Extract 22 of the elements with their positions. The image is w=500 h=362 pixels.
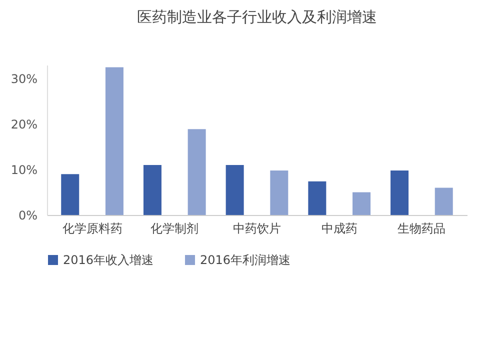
y-tick-label: 10% — [10, 163, 38, 178]
bar — [352, 192, 371, 215]
x-tick-label: 化学制剂 — [150, 222, 199, 236]
bar — [143, 165, 162, 215]
x-tick-label: 中成药 — [321, 222, 358, 236]
chart-title: 医药制造业各子行业收入及利润增速 — [137, 8, 377, 26]
legend-label: 2016年利润增速 — [200, 253, 291, 267]
x-tick-label: 中药饮片 — [233, 222, 281, 236]
x-tick-label: 化学原料药 — [62, 222, 122, 236]
y-tick-label: 20% — [10, 118, 38, 132]
bar — [105, 67, 124, 215]
bar — [226, 165, 244, 215]
x-tick-label: 生物药品 — [398, 222, 446, 236]
bar — [188, 129, 206, 215]
bar — [434, 188, 453, 215]
bar — [270, 170, 288, 215]
y-tick-label: 0% — [18, 208, 38, 222]
y-tick-label: 30% — [10, 72, 38, 86]
bar — [390, 170, 409, 215]
bar — [308, 181, 326, 215]
legend-label: 2016年收入增速 — [63, 253, 154, 267]
bar — [61, 174, 80, 215]
